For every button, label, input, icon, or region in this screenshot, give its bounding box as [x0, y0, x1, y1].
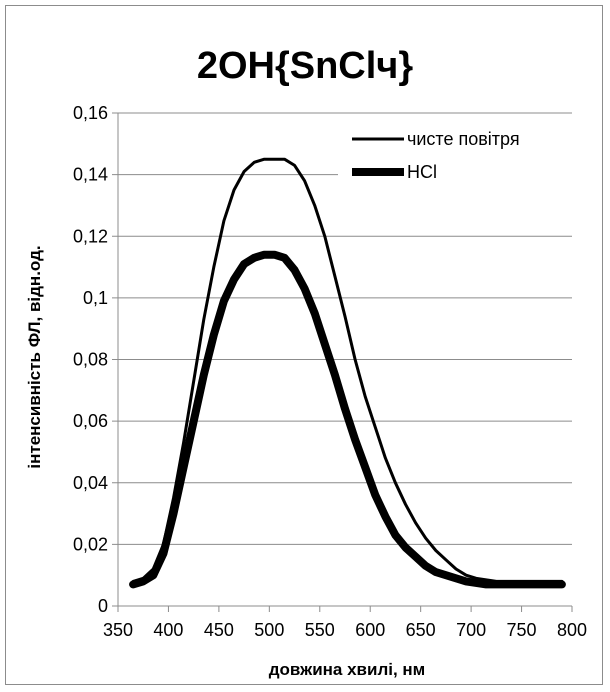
series-line-clean-air [131, 157, 564, 583]
axes: 0 0,02 0,04 0,06 0,08 0,1 0,12 0,14 0,16 350 400 45… [73, 103, 587, 640]
y-tick-label: 0,08 [73, 350, 108, 370]
y-tick-label: 0 [98, 596, 108, 616]
series-layer [129, 157, 566, 589]
chart-area [5, 5, 603, 685]
y-tick-label: 0,16 [73, 103, 108, 123]
legend-box [338, 120, 586, 194]
series-line-hcl [129, 250, 566, 589]
legend-label-hcl: HCl [407, 162, 437, 182]
x-tick-label: 700 [456, 620, 486, 640]
x-tick-label: 750 [507, 620, 537, 640]
x-tick-label: 350 [103, 620, 133, 640]
x-tick-label: 800 [557, 620, 587, 640]
y-axis-title: інтенсивність ФЛ, відн.од. [25, 245, 44, 468]
legend-label-clean-air: чисте повітря [407, 129, 520, 149]
legend: чисте повітря HCl [338, 120, 586, 194]
x-tick-label: 400 [153, 620, 183, 640]
x-axis-title: довжина хвилі, нм [269, 660, 426, 679]
y-tick-label: 0,12 [73, 226, 108, 246]
y-tick-label: 0,06 [73, 411, 108, 431]
y-tick-label: 0,04 [73, 473, 108, 493]
x-tick-label: 550 [305, 620, 335, 640]
y-tick-label: 0,1 [83, 288, 108, 308]
y-tick-label: 0,14 [73, 165, 108, 185]
x-tick-label: 500 [254, 620, 284, 640]
y-tick-label: 0,02 [73, 534, 108, 554]
x-tick-label: 650 [406, 620, 436, 640]
x-tick-label: 600 [355, 620, 385, 640]
x-tick-label: 450 [204, 620, 234, 640]
chart-title: 2OH{SnClч} [197, 45, 414, 87]
